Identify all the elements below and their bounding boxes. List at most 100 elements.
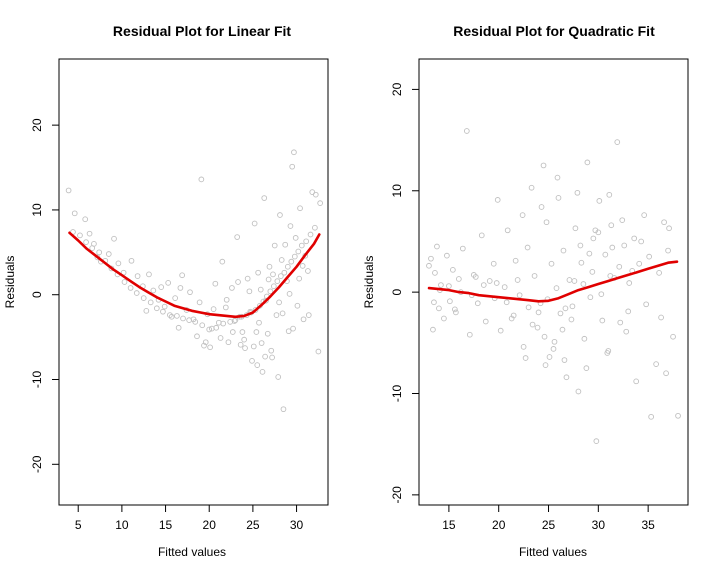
- data-point: [616, 263, 623, 270]
- x-axis-label: Fitted values: [519, 545, 587, 559]
- data-point: [289, 163, 296, 170]
- data-point: [267, 288, 274, 295]
- data-point: [268, 347, 275, 354]
- data-point: [165, 279, 172, 286]
- y-tick-label: 0: [30, 291, 44, 298]
- data-point: [222, 304, 229, 311]
- data-point: [269, 354, 275, 361]
- data-point: [77, 232, 83, 239]
- data-point: [206, 326, 213, 333]
- data-point: [596, 198, 603, 204]
- data-point: [271, 283, 277, 290]
- data-point: [663, 370, 669, 377]
- data-point: [670, 333, 676, 340]
- data-point: [254, 362, 261, 368]
- data-point: [187, 289, 193, 296]
- data-point: [298, 242, 305, 249]
- data-point: [290, 325, 296, 332]
- data-point: [531, 273, 538, 279]
- data-point: [96, 249, 103, 256]
- x-tick-label: 30: [592, 518, 606, 532]
- data-point: [638, 238, 645, 245]
- data-point: [656, 270, 662, 276]
- data-point: [147, 299, 154, 306]
- data-point: [111, 235, 117, 242]
- data-point: [566, 277, 573, 283]
- data-point: [621, 242, 628, 249]
- data-point: [279, 310, 286, 317]
- data-point: [305, 268, 311, 274]
- data-point: [519, 212, 526, 218]
- data-point: [180, 315, 186, 322]
- data-point: [179, 272, 185, 279]
- data-point: [574, 189, 581, 196]
- data-point: [444, 252, 450, 259]
- data-point: [510, 312, 517, 319]
- data-point: [593, 438, 600, 444]
- x-tick-label: 5: [75, 518, 82, 532]
- y-tick-label: 20: [30, 118, 44, 132]
- linear-fit-panel: Residual Plot for Linear Fit Fitted valu…: [3, 23, 329, 559]
- data-point: [217, 335, 224, 341]
- data-point: [548, 260, 555, 267]
- x-tick-label: 20: [492, 518, 506, 532]
- data-point: [426, 262, 432, 269]
- data-point: [446, 283, 452, 289]
- data-point: [623, 328, 630, 335]
- x-axis: 5 10 15 20 25 30: [75, 504, 304, 532]
- data-point: [459, 245, 466, 252]
- data-point: [592, 227, 599, 234]
- data-point: [273, 312, 280, 318]
- data-point: [294, 302, 301, 309]
- data-point: [619, 217, 626, 224]
- data-point: [643, 301, 650, 308]
- data-point: [252, 307, 259, 313]
- data-point: [438, 282, 444, 288]
- data-point: [598, 291, 605, 298]
- x-tick-label: 30: [290, 518, 304, 532]
- data-point: [175, 324, 182, 331]
- data-point: [288, 258, 295, 265]
- data-point: [271, 242, 278, 249]
- data-point: [229, 285, 235, 291]
- data-point: [210, 306, 217, 312]
- data-point: [223, 296, 230, 303]
- data-point: [315, 348, 322, 355]
- data-point: [207, 344, 213, 351]
- data-point: [625, 308, 632, 315]
- data-point: [158, 284, 165, 290]
- data-point: [578, 259, 585, 266]
- data-point: [599, 317, 606, 324]
- data-point: [146, 271, 152, 278]
- data-point: [661, 219, 667, 226]
- data-point: [572, 225, 579, 232]
- data-point: [493, 280, 500, 286]
- data-point: [280, 406, 287, 413]
- data-point: [653, 361, 659, 367]
- data-point: [192, 319, 199, 325]
- data-point: [490, 260, 497, 267]
- data-point: [431, 299, 437, 306]
- data-point: [305, 312, 312, 318]
- data-point: [227, 319, 234, 325]
- data-point: [71, 210, 78, 217]
- data-point: [602, 251, 609, 258]
- data-point: [646, 253, 652, 260]
- data-point: [115, 260, 122, 267]
- data-point: [581, 335, 588, 342]
- data-point: [303, 238, 310, 245]
- data-point: [441, 315, 447, 322]
- data-point: [529, 321, 536, 328]
- data-point: [535, 309, 542, 316]
- data-point: [257, 286, 264, 293]
- data-point: [589, 269, 596, 275]
- data-point: [543, 219, 550, 226]
- data-point: [265, 276, 272, 283]
- data-point: [590, 235, 597, 242]
- data-point: [89, 245, 96, 251]
- y-tick-label: 20: [390, 82, 404, 96]
- data-point: [270, 271, 276, 278]
- data-point: [291, 149, 297, 156]
- data-point: [297, 205, 303, 212]
- data-point: [244, 275, 251, 282]
